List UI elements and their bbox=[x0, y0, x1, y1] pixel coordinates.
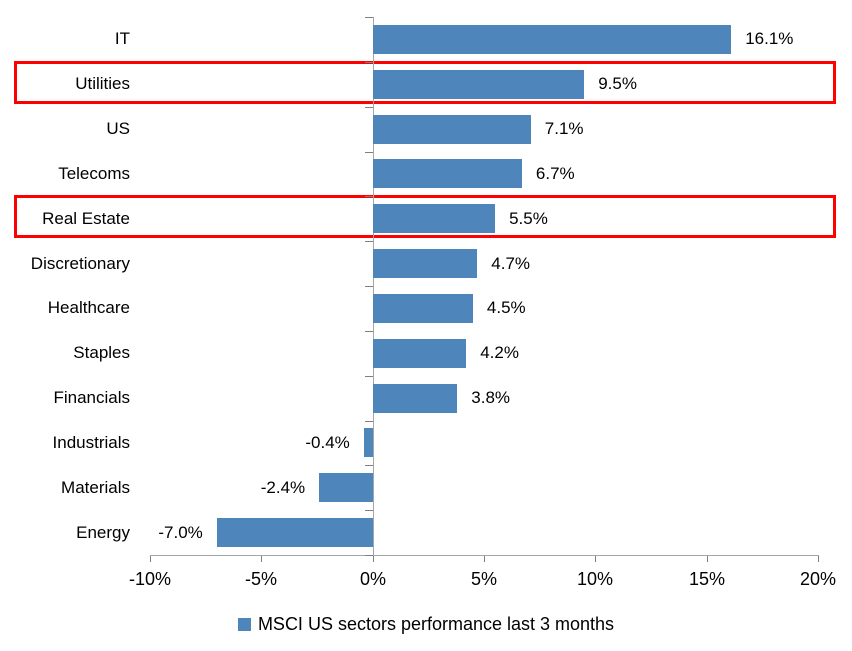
value-label: 9.5% bbox=[598, 74, 637, 93]
highlight-box-real-estate bbox=[14, 195, 836, 239]
x-tick-label: 20% bbox=[799, 569, 837, 589]
x-tick-mark bbox=[150, 556, 151, 562]
category-tick bbox=[365, 107, 373, 108]
value-label: -2.4% bbox=[260, 478, 306, 497]
bar bbox=[372, 294, 473, 323]
value-label: 4.5% bbox=[486, 298, 526, 317]
x-tick-label: 15% bbox=[688, 569, 726, 589]
zero-axis-line bbox=[373, 17, 374, 555]
category-label: Discretionary bbox=[30, 254, 130, 273]
bar bbox=[372, 384, 458, 413]
value-label: 7.1% bbox=[544, 119, 584, 138]
category-tick bbox=[365, 241, 373, 242]
x-tick-mark bbox=[484, 556, 485, 562]
category-tick bbox=[365, 196, 373, 197]
category-label: Materials bbox=[61, 478, 130, 497]
legend-label: MSCI US sectors performance last 3 month… bbox=[257, 613, 615, 634]
highlight-box-utilities bbox=[14, 60, 836, 104]
bar bbox=[372, 70, 585, 99]
category-label: Staples bbox=[73, 343, 130, 362]
x-tick-mark bbox=[373, 556, 374, 562]
category-label: Energy bbox=[76, 523, 130, 542]
x-tick-label: 0% bbox=[359, 569, 386, 589]
category-label: US bbox=[106, 119, 130, 138]
x-tick-mark bbox=[707, 556, 708, 562]
value-label: 5.5% bbox=[509, 209, 548, 228]
value-label: 4.7% bbox=[491, 254, 531, 273]
x-tick-mark bbox=[595, 556, 596, 562]
x-tick-mark bbox=[818, 556, 819, 562]
bar bbox=[372, 339, 467, 368]
category-label: Industrials bbox=[52, 433, 130, 452]
category-label: Real Estate bbox=[42, 209, 130, 228]
category-label: Financials bbox=[53, 388, 130, 407]
value-label: -0.4% bbox=[305, 433, 350, 452]
value-label: 3.8% bbox=[471, 388, 511, 407]
x-tick-label: 5% bbox=[470, 569, 497, 589]
x-tick-label: 10% bbox=[576, 569, 614, 589]
category-label: IT bbox=[114, 29, 130, 48]
value-label: 6.7% bbox=[535, 164, 575, 183]
x-axis-line bbox=[150, 555, 819, 556]
category-tick bbox=[365, 17, 373, 18]
category-label: Utilities bbox=[75, 74, 130, 93]
bar bbox=[372, 204, 496, 233]
x-tick-mark bbox=[261, 556, 262, 562]
value-label: -7.0% bbox=[158, 523, 203, 542]
category-tick bbox=[365, 555, 373, 556]
category-tick bbox=[365, 62, 373, 63]
bar bbox=[372, 159, 522, 188]
x-tick-label: -10% bbox=[128, 569, 172, 589]
category-tick bbox=[365, 465, 373, 466]
category-label: Telecoms bbox=[58, 164, 130, 183]
bar bbox=[363, 428, 373, 457]
legend: MSCI US sectors performance last 3 month… bbox=[0, 608, 852, 640]
bar bbox=[372, 115, 531, 144]
category-label: Healthcare bbox=[47, 298, 130, 317]
category-tick bbox=[365, 331, 373, 332]
value-label: 16.1% bbox=[745, 29, 794, 48]
category-tick bbox=[365, 286, 373, 287]
legend-swatch-icon bbox=[237, 617, 251, 631]
category-tick bbox=[365, 421, 373, 422]
category-tick bbox=[365, 152, 373, 153]
value-label: 4.2% bbox=[480, 343, 519, 362]
bar bbox=[372, 249, 478, 278]
bar bbox=[216, 518, 373, 547]
bar bbox=[319, 473, 373, 502]
x-tick-label: -5% bbox=[244, 569, 277, 589]
bar bbox=[372, 25, 732, 54]
category-tick bbox=[365, 510, 373, 511]
category-tick bbox=[365, 376, 373, 377]
